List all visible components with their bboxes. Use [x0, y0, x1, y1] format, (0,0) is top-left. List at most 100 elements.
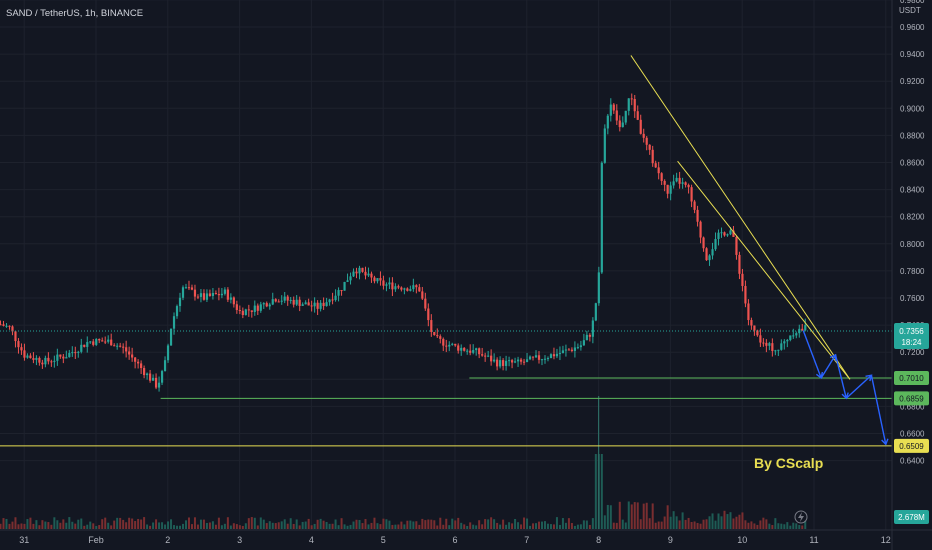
volume-bar [125, 522, 128, 529]
volume-bar [636, 502, 639, 529]
volume-bar [732, 518, 735, 529]
volume-bar [693, 521, 696, 529]
candle-body [771, 343, 774, 352]
volume-bar [780, 523, 783, 529]
volume-bar [295, 519, 298, 529]
volume-bar [35, 520, 38, 529]
candle-body [193, 289, 197, 297]
volume-bar [373, 517, 376, 529]
candle-body [546, 358, 550, 360]
volume-bar [759, 520, 762, 529]
volume-bar [247, 518, 250, 529]
candle-body [537, 355, 541, 360]
time-tick-label: 3 [237, 535, 242, 545]
volume-bar [552, 524, 555, 529]
candle-body [394, 286, 397, 290]
volume-bar [603, 515, 606, 529]
candle-body [361, 267, 364, 272]
candle-body [122, 346, 125, 348]
candle-body [316, 302, 319, 309]
candle-body [92, 341, 95, 345]
candle-body [487, 355, 490, 357]
volume-bar [648, 518, 651, 529]
volume-bar [62, 519, 65, 529]
price-tick-label: 0.9800 [900, 0, 925, 5]
volume-bar [789, 525, 792, 529]
price-tick-label: 0.9600 [900, 23, 925, 32]
volume-bar [798, 524, 801, 529]
candle-body [478, 348, 481, 355]
price-axis-labels: 0.7010 0.6859 0.6509 0.7356 18:24 2.678M [894, 323, 929, 524]
volume-bar [567, 518, 570, 529]
candle-body [504, 360, 508, 366]
volume-bar [699, 523, 702, 529]
volume-bar [792, 522, 795, 529]
volume-bar [717, 513, 720, 529]
volume-bar [543, 521, 546, 529]
candle-body [134, 357, 137, 362]
candle-body [481, 354, 484, 356]
volume-bar [549, 524, 552, 529]
volume-bar [155, 519, 158, 529]
candle-body [143, 368, 146, 376]
time-tick-label: 31 [19, 535, 29, 545]
trendline [677, 160, 851, 380]
price-axis-panel[interactable] [892, 0, 932, 550]
volume-bar [0, 523, 2, 529]
volume-bar [753, 523, 756, 529]
level-price-tag [894, 438, 929, 453]
volume-bar [520, 524, 523, 529]
candle-body [600, 162, 603, 273]
volume-bar [113, 520, 116, 529]
candle-body [247, 309, 250, 311]
candle-body [723, 232, 726, 236]
price-tick-label: 0.9200 [900, 77, 925, 86]
level-price-text: 0.7010 [899, 374, 924, 383]
candle-body [454, 343, 457, 346]
candle-body [774, 350, 777, 352]
price-tick-label: 0.8600 [900, 159, 925, 168]
candle-body [496, 359, 499, 367]
candle-body [756, 330, 759, 336]
volume-bar [460, 522, 463, 529]
volume-bar [487, 519, 490, 529]
volume-bar [5, 518, 8, 529]
volume-bar [624, 522, 627, 529]
candle-body [493, 359, 496, 362]
candle-body [792, 335, 795, 337]
price-tick-label: 0.9400 [900, 50, 925, 59]
grid-lines [0, 0, 892, 530]
volume-bar [517, 522, 520, 529]
candle-body [343, 281, 346, 291]
time-tick-label: 2 [165, 535, 170, 545]
candle-body [490, 355, 493, 362]
candle-body [597, 272, 600, 304]
lightning-icon[interactable] [794, 510, 808, 524]
volume-bar [110, 525, 113, 529]
candle-body [364, 271, 367, 276]
volume-bar [179, 525, 182, 529]
volume-bar [187, 517, 190, 529]
candle-body [56, 354, 59, 361]
volume-bar [546, 523, 549, 529]
candle-body [516, 359, 520, 362]
price-tick-label: 0.9000 [900, 104, 925, 113]
volume-bar [199, 519, 202, 529]
candle-body [346, 280, 349, 282]
candle-body [528, 356, 532, 360]
trendlines[interactable] [630, 55, 851, 380]
volume-bar [397, 524, 400, 529]
candle-body [304, 302, 307, 305]
candle-body [253, 305, 256, 312]
candle-body [286, 296, 289, 301]
projection-path[interactable] [802, 330, 889, 446]
volume-bar [705, 519, 708, 529]
candle-body [110, 339, 113, 346]
volume-bar [514, 518, 517, 529]
volume-bar [253, 517, 256, 529]
volume-bar [68, 517, 71, 529]
candle-body [466, 350, 469, 352]
volume-bar [250, 517, 253, 529]
candle-body [651, 149, 654, 164]
